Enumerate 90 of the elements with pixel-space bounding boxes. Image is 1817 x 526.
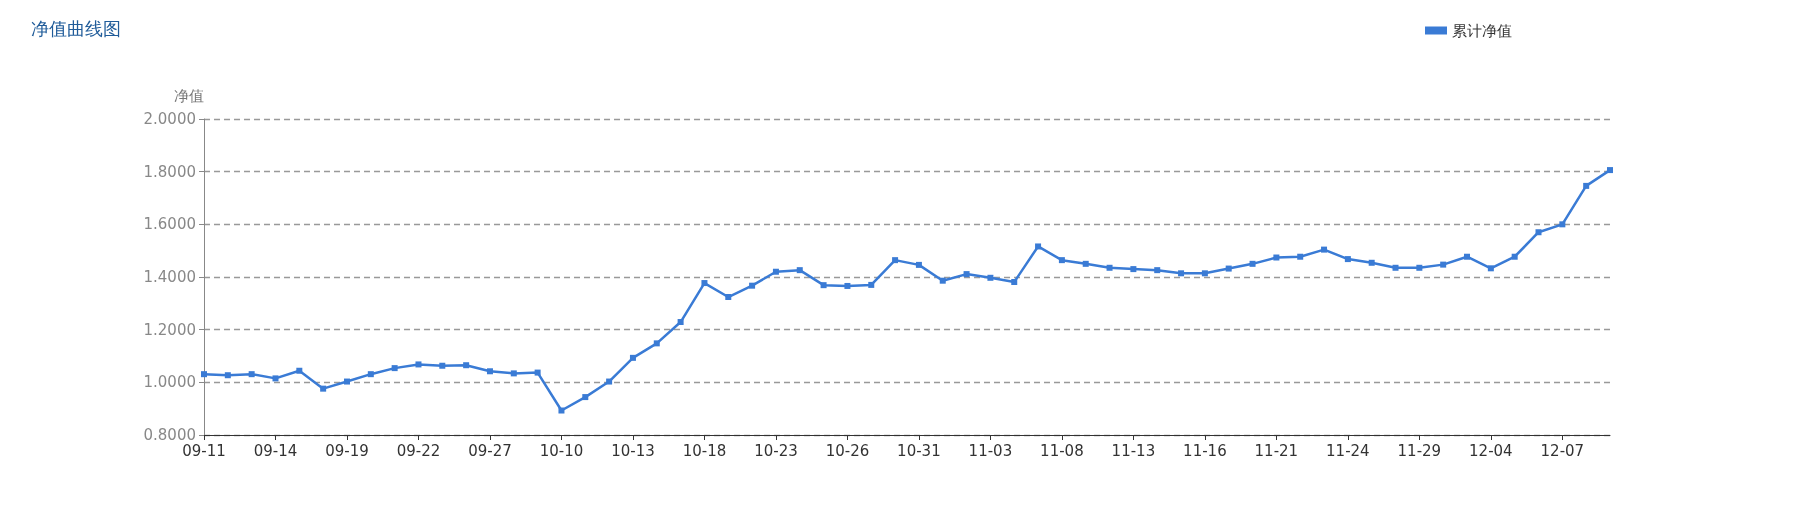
point xyxy=(725,294,732,301)
point xyxy=(272,375,279,382)
point xyxy=(820,282,827,289)
y-tick-label: 2.0000 xyxy=(143,110,196,128)
x-tick-label: 11-08 xyxy=(1040,441,1084,460)
x-tick-label: 09-27 xyxy=(468,441,512,460)
point xyxy=(439,362,446,369)
point xyxy=(1511,253,1518,260)
x-tick-label: 10-31 xyxy=(897,441,941,460)
point xyxy=(1082,260,1089,267)
point xyxy=(653,340,660,347)
point xyxy=(844,282,851,289)
point xyxy=(749,282,756,289)
x-tick-label: 09-22 xyxy=(396,441,441,460)
point xyxy=(1368,259,1375,266)
point xyxy=(892,257,899,264)
point xyxy=(939,277,946,284)
point xyxy=(1058,257,1065,264)
point xyxy=(1583,182,1590,189)
x-tick-label: 10-18 xyxy=(682,441,727,460)
point xyxy=(296,367,303,374)
point xyxy=(343,378,350,385)
y-tick-label: 1.0000 xyxy=(143,373,196,392)
point xyxy=(463,362,470,369)
point xyxy=(1130,266,1137,273)
y-tick-label: 1.6000 xyxy=(143,215,196,234)
point xyxy=(1392,264,1399,271)
y-tick-label: 1.2000 xyxy=(143,320,196,339)
point xyxy=(1416,264,1423,271)
point xyxy=(510,370,517,377)
point xyxy=(1035,243,1042,250)
point xyxy=(1106,264,1113,271)
y-tick-label: 0.8000 xyxy=(143,426,196,444)
x-tick-label: 11-16 xyxy=(1183,441,1227,460)
legend-label: 累计净值 xyxy=(1452,21,1512,40)
point xyxy=(868,281,875,288)
x-tick-label: 12-07 xyxy=(1540,441,1585,460)
point xyxy=(248,371,255,378)
point xyxy=(677,319,684,326)
point xyxy=(1440,261,1447,268)
point xyxy=(1607,167,1613,174)
x-tick-label: 12-04 xyxy=(1469,441,1513,460)
point xyxy=(915,261,922,268)
point xyxy=(1225,265,1232,272)
point xyxy=(1464,253,1471,260)
point xyxy=(1344,256,1351,263)
point xyxy=(1487,265,1494,272)
x-tick-label: 10-26 xyxy=(825,441,870,460)
x-tick-label: 09-19 xyxy=(325,441,369,460)
x-tick-label: 10-23 xyxy=(754,441,798,460)
point xyxy=(701,280,708,287)
point xyxy=(963,271,970,278)
point xyxy=(534,369,541,376)
point xyxy=(606,378,613,385)
point xyxy=(1321,246,1328,253)
point xyxy=(1559,221,1566,228)
y-tick-label: 1.4000 xyxy=(143,268,196,286)
point xyxy=(415,361,422,368)
point xyxy=(1178,270,1185,277)
point xyxy=(367,371,374,378)
point xyxy=(1011,279,1018,285)
point xyxy=(320,385,327,392)
point xyxy=(1273,254,1280,261)
point xyxy=(1201,270,1208,277)
x-tick-label: 11-13 xyxy=(1111,441,1156,460)
point xyxy=(987,274,994,281)
point xyxy=(1535,229,1542,236)
x-tick-label: 09-14 xyxy=(253,441,298,460)
x-tick-label: 11-29 xyxy=(1397,441,1442,460)
point xyxy=(391,365,398,372)
y-axis-title: 净值 xyxy=(174,86,204,105)
point xyxy=(772,268,779,275)
point xyxy=(224,372,231,379)
chart-title: 净值曲线图 xyxy=(31,17,121,39)
point xyxy=(1249,260,1256,267)
point xyxy=(582,394,589,401)
point xyxy=(1154,267,1161,274)
point xyxy=(1297,253,1304,260)
x-tick-label: 09-11 xyxy=(182,441,226,460)
point xyxy=(558,407,565,414)
point xyxy=(629,354,636,361)
x-tick-label: 11-24 xyxy=(1326,441,1370,460)
point xyxy=(796,267,803,274)
x-tick-label: 11-21 xyxy=(1254,441,1299,460)
x-tick-label: 11-03 xyxy=(968,441,1013,460)
x-tick-label: 10-13 xyxy=(611,441,655,460)
x-tick-label: 10-10 xyxy=(539,441,584,460)
point xyxy=(486,368,493,375)
y-tick-label: 1.8000 xyxy=(143,162,196,181)
point xyxy=(201,371,207,378)
